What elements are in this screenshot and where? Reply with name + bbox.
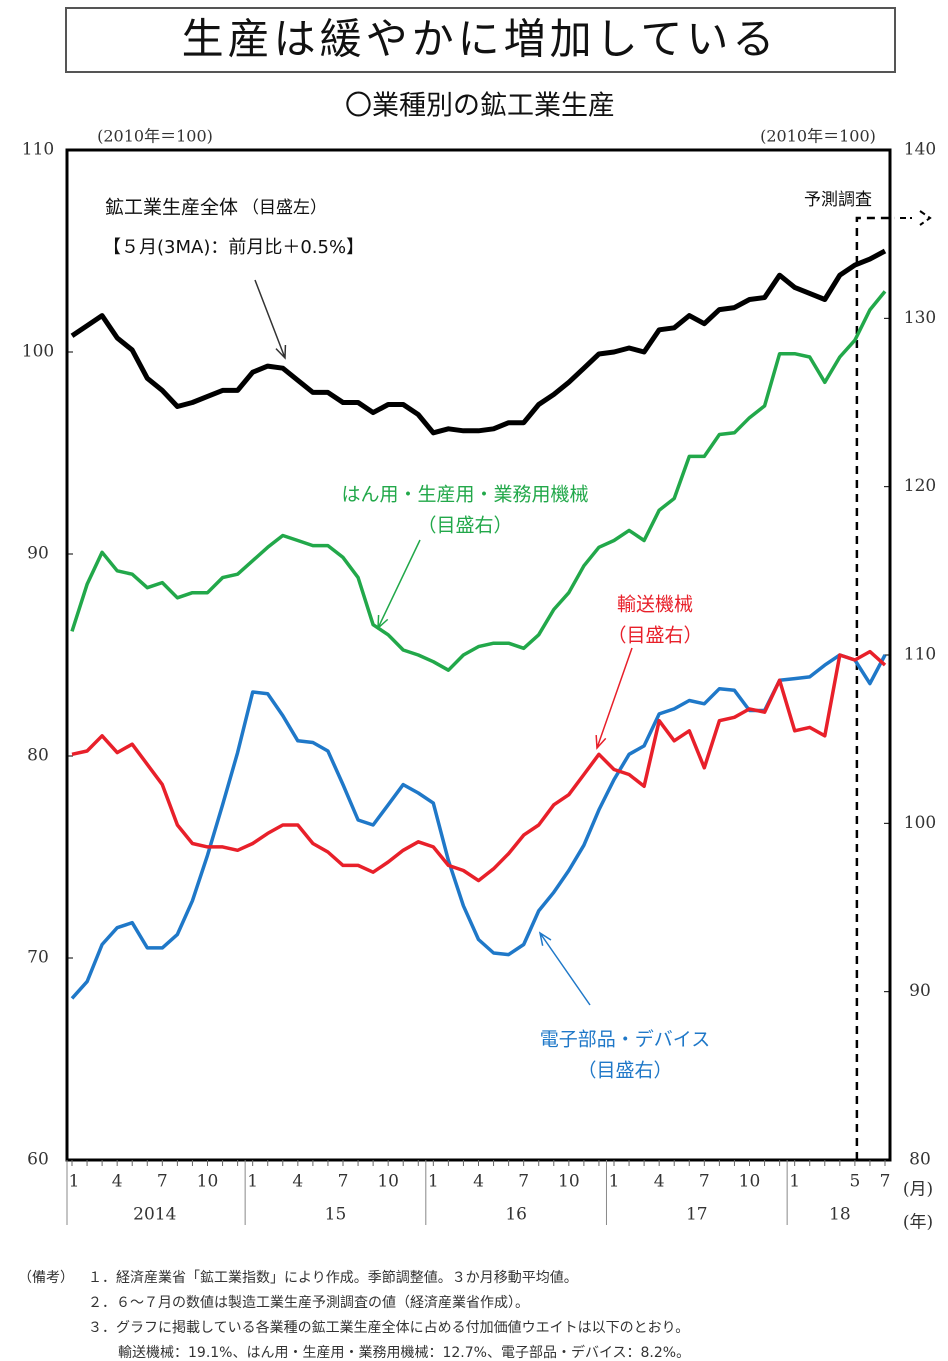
annotation-arrow — [595, 647, 633, 750]
x-tick-label: 10 — [377, 1172, 399, 1192]
y-tick-label: 100 — [22, 342, 54, 362]
x-tick-label: 4 — [292, 1172, 303, 1192]
notes-label: （備考） — [18, 1270, 74, 1286]
y2-tick-label: 120 — [904, 476, 936, 496]
x-tick-label: 5 — [849, 1172, 860, 1192]
y-tick-label: 110 — [22, 140, 54, 160]
x-tick-label: 7 — [880, 1172, 891, 1192]
x-tick-label: 10 — [197, 1172, 219, 1192]
axis-note: （目盛右） — [577, 1060, 672, 1082]
x-tick-label: 10 — [558, 1172, 580, 1192]
series-detail: 【５月(3MA)：前月比＋0.5%】 — [103, 237, 364, 258]
note-item: 輸送機械：19.1%、はん用・生産用・業務用機械：12.7%、電子部品・デバイス… — [118, 1344, 690, 1361]
series-line — [70, 653, 887, 1000]
note-item: ２．６～７月の数値は製造工業生産予測調査の値（経済産業省作成）。 — [88, 1295, 529, 1311]
group-label: 16 — [505, 1205, 527, 1225]
axis-note: （目盛左） — [242, 198, 327, 218]
x-tick-label: 4 — [473, 1172, 484, 1192]
y-tick-label: 70 — [27, 948, 49, 968]
y2-tick-label: 80 — [909, 1150, 931, 1170]
x-tick-label: 7 — [338, 1172, 349, 1192]
x-tick-label: 1 — [789, 1172, 800, 1192]
group-label: 2014 — [133, 1205, 176, 1225]
series-label: 鉱工業生産全体 — [105, 197, 238, 219]
series-line — [71, 649, 887, 883]
annotation-arrow — [254, 279, 287, 360]
series-line — [70, 248, 887, 436]
y2-tick-label: 140 — [904, 140, 936, 160]
x-unit: (月) — [903, 1180, 933, 1200]
group-label: 18 — [829, 1205, 851, 1225]
forecast-arrow — [900, 210, 932, 226]
x-tick-label: 1 — [428, 1172, 439, 1192]
x-tick-label: 7 — [518, 1172, 529, 1192]
y2-tick-label: 100 — [904, 813, 936, 833]
forecast-label: 予測調査 — [804, 190, 872, 210]
series-label: 輸送機械 — [617, 594, 693, 616]
x-tick-label: 4 — [112, 1172, 123, 1192]
y-tick-label: 60 — [27, 1150, 49, 1170]
series-label: はん用・生産用・業務用機械 — [341, 484, 588, 506]
y2-axis-label: (2010年＝100) — [760, 127, 876, 146]
y2-tick-label: 90 — [909, 981, 931, 1001]
series-line — [70, 290, 887, 672]
chart-subtitle: 〇業種別の鉱工業生産 — [345, 91, 615, 122]
y2-tick-label: 110 — [904, 645, 936, 665]
x-tick-label: 7 — [699, 1172, 710, 1192]
axis-note: （目盛右） — [417, 515, 512, 537]
y-tick-label: 80 — [27, 746, 49, 766]
x-tick-label: 1 — [247, 1172, 258, 1192]
group-unit: (年) — [903, 1213, 933, 1233]
forecast-line — [855, 216, 895, 1160]
group-label: 15 — [325, 1205, 347, 1225]
y2-tick-label: 130 — [904, 308, 936, 328]
annotation-arrow — [538, 931, 591, 1006]
annotation-arrow — [377, 539, 421, 630]
y-axis-label: (2010年＝100) — [97, 127, 213, 146]
y-tick-label: 90 — [27, 544, 49, 564]
axis-note: （目盛右） — [607, 625, 702, 647]
plot-frame — [65, 148, 892, 1162]
x-tick-label: 4 — [654, 1172, 665, 1192]
chart-title: 生産は緩やかに増加している — [182, 15, 779, 64]
note-item: ３．グラフに掲載している各業種の鉱工業生産全体に占める付加価値ウエイトは以下のと… — [88, 1319, 689, 1336]
x-tick-label: 1 — [69, 1172, 80, 1192]
title-box — [65, 7, 896, 73]
x-tick-label: 1 — [609, 1172, 620, 1192]
group-label: 17 — [686, 1205, 708, 1225]
series-label: 電子部品・デバイス — [540, 1029, 710, 1051]
x-tick-label: 7 — [157, 1172, 168, 1192]
x-tick-label: 10 — [739, 1172, 761, 1192]
note-item: １．経済産業省「鉱工業指数」により作成。季節調整値。３か月移動平均値。 — [88, 1269, 578, 1286]
